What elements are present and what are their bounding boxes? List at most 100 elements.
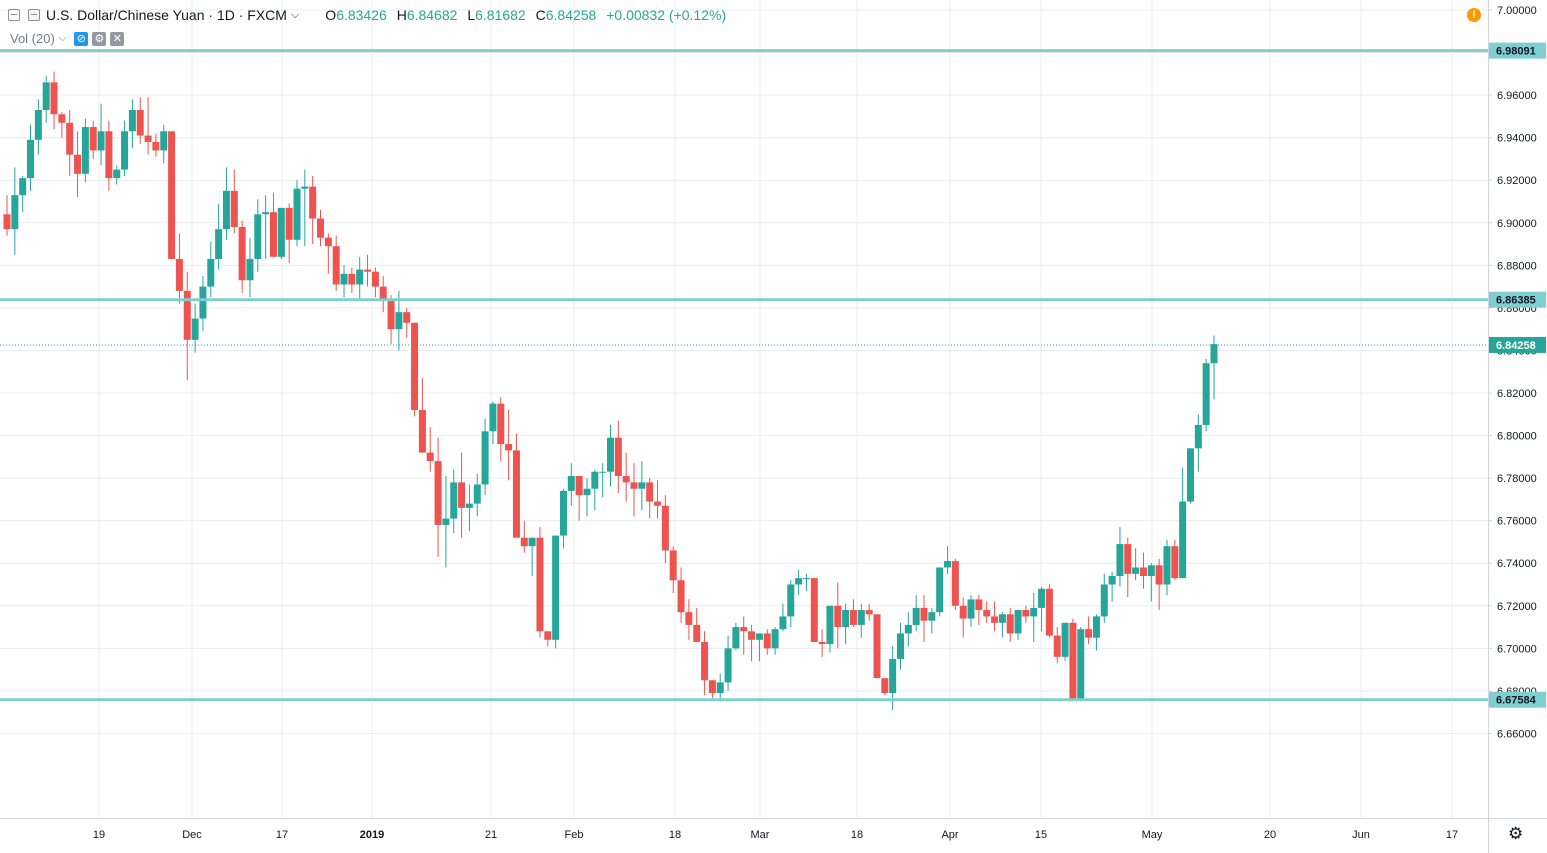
- candle-body: [222, 190, 230, 230]
- candle-body: [364, 269, 372, 272]
- candle-body: [58, 114, 66, 123]
- y-tick-label: 6.72000: [1497, 601, 1537, 613]
- candle-body: [1045, 588, 1053, 636]
- candle-body: [340, 273, 348, 285]
- close-icon[interactable]: ✕: [110, 31, 125, 46]
- candle-body: [763, 633, 771, 649]
- candle-body: [708, 680, 716, 694]
- candle-body: [254, 214, 262, 259]
- candle-body: [1069, 622, 1077, 700]
- settings-small-icon[interactable]: ⚙: [92, 31, 107, 46]
- level-label: 6.86385: [1496, 295, 1536, 307]
- candle-body: [842, 610, 850, 628]
- candle-body: [128, 110, 136, 132]
- candle-body: [442, 518, 450, 525]
- candle-body: [1077, 629, 1085, 700]
- candle-body: [450, 482, 458, 519]
- candle-body: [3, 214, 11, 230]
- candle-body: [371, 271, 379, 287]
- candle-body: [975, 599, 983, 611]
- alert-icon[interactable]: !: [1467, 8, 1481, 22]
- candle-body: [458, 482, 466, 508]
- candle-body: [1163, 546, 1171, 585]
- candle-body: [238, 227, 246, 281]
- candle-body: [951, 561, 959, 606]
- close-label: C: [535, 7, 546, 23]
- y-tick-label: 6.82000: [1497, 388, 1537, 400]
- candle-body: [591, 471, 599, 489]
- candle-body: [857, 610, 865, 625]
- candle-body: [1092, 616, 1100, 638]
- candle-body: [1132, 567, 1140, 574]
- low-label: L: [467, 7, 476, 23]
- level-label-bg: [1489, 42, 1546, 59]
- candle-body: [74, 154, 82, 174]
- candle-body: [1155, 565, 1163, 585]
- visibility-icon[interactable]: ⊘: [74, 31, 89, 46]
- candle-body: [1108, 575, 1116, 585]
- candle-body: [661, 505, 669, 551]
- candle-body: [889, 658, 897, 694]
- y-tick-label: 6.90000: [1497, 218, 1537, 230]
- y-tick-label: 6.66000: [1497, 728, 1537, 740]
- candle-body: [1022, 610, 1030, 617]
- candle-body: [426, 452, 434, 462]
- candle-body: [575, 475, 583, 496]
- x-tick-label: 17: [1446, 829, 1458, 841]
- candle-body: [1139, 567, 1147, 576]
- gear-icon[interactable]: ⚙: [1508, 824, 1524, 843]
- candle-body: [701, 641, 709, 681]
- x-tick-label: 2019: [360, 829, 384, 841]
- y-tick-label: 6.96000: [1497, 90, 1537, 102]
- y-tick-label: 6.88000: [1497, 260, 1537, 272]
- legend-header: U.S. Dollar/Chinese Yuan · 1D · FXCM ⌵ O…: [8, 4, 732, 26]
- close-value: 6.84258: [545, 7, 597, 23]
- y-tick-label: 6.76000: [1497, 516, 1537, 528]
- candle-body: [873, 614, 881, 679]
- candle-body: [246, 258, 254, 281]
- candle-body: [113, 169, 121, 179]
- candle-body: [152, 141, 160, 151]
- candle-body: [293, 188, 301, 240]
- candle-body: [1085, 629, 1093, 638]
- low-value: 6.81682: [475, 7, 526, 23]
- chevron-down-icon[interactable]: ⌵: [58, 33, 67, 44]
- candle-body: [1053, 635, 1061, 657]
- candle-body: [191, 318, 199, 340]
- high-label: H: [396, 7, 407, 23]
- candle-body: [583, 488, 591, 496]
- ohlc-values: O6.83426 H6.84682 L6.81682 C6.84258 +0.0…: [325, 7, 732, 23]
- level-label-bg: [1489, 291, 1546, 308]
- y-tick-label: 6.92000: [1497, 175, 1537, 187]
- x-tick-label: 17: [276, 829, 288, 841]
- candle-body: [810, 578, 818, 642]
- collapse-icon[interactable]: [8, 9, 20, 21]
- candle-body: [630, 482, 638, 489]
- candle-body: [473, 484, 481, 504]
- candle-body: [324, 237, 332, 247]
- candle-body: [160, 131, 168, 151]
- candle-body: [42, 82, 50, 111]
- last-price-label-bg: [1489, 336, 1546, 353]
- symbol-title[interactable]: U.S. Dollar/Chinese Yuan · 1D · FXCM: [46, 7, 287, 23]
- candle-body: [693, 624, 701, 642]
- candle-body: [418, 410, 426, 453]
- candle-body: [607, 437, 614, 472]
- y-tick-label: 6.70000: [1497, 643, 1537, 655]
- volume-study-label[interactable]: Vol (20): [10, 31, 55, 46]
- y-tick-label: 7.00000: [1497, 5, 1537, 17]
- candle-body: [520, 537, 528, 547]
- candle-body: [646, 482, 654, 502]
- candle-body: [1014, 610, 1022, 634]
- x-tick-label: Apr: [941, 829, 958, 841]
- candle-body: [50, 82, 58, 115]
- x-tick-label: 20: [1264, 829, 1276, 841]
- chevron-down-icon[interactable]: ⌵: [290, 8, 300, 21]
- candle-body: [536, 537, 544, 632]
- candle-body: [638, 482, 646, 489]
- candle-body: [97, 131, 105, 151]
- candle-body: [826, 605, 834, 645]
- candle-body: [724, 648, 732, 683]
- candle-body: [168, 131, 176, 259]
